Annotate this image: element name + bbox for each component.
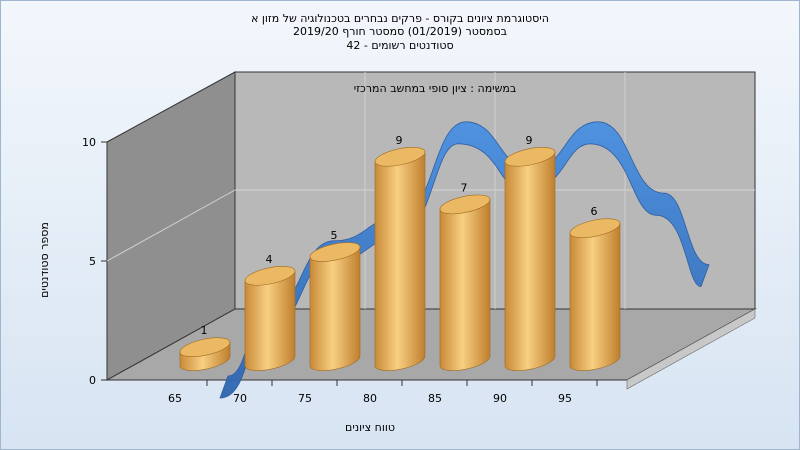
bar-body [569,222,621,371]
x-tick-labels: 65 70 75 80 85 90 95 [168,380,598,405]
data-label: 9 [526,134,533,147]
x-axis-title: טווח ציונים [345,421,395,434]
chart-title-line-3: סטודנטים רשומים - 42 [346,39,454,52]
x-tick-label: 70 [233,392,247,405]
gridlines [106,72,755,309]
data-label: 4 [266,253,273,266]
bar-body [439,199,491,371]
data-label: 5 [331,229,338,242]
x-tick-label: 80 [363,392,377,405]
bar [244,266,296,371]
data-labels: 1 4 5 9 7 9 6 [201,134,598,337]
bar-top [504,147,556,167]
floor-edge [626,308,756,390]
data-label: 6 [591,205,598,218]
bar-top [244,266,296,286]
bar [179,337,231,371]
chart-title-line-2: בסמסטר (01/2019) סמסטר חורף 2019/20 [293,25,507,38]
side-gridline [106,189,236,262]
y-tick-label: 0 [89,374,96,387]
bar [504,147,556,371]
bar-body [244,270,296,371]
bar-body [309,246,361,371]
x-tick-label: 90 [493,392,507,405]
bar-top [569,218,621,238]
data-label: 9 [396,134,403,147]
bar [374,147,426,371]
bar-top [374,147,426,167]
x-tick-label: 75 [298,392,312,405]
x-tick-label: 95 [558,392,572,405]
bar-top [179,337,231,357]
data-label: 7 [461,181,468,194]
bar-top [309,242,361,262]
y-tick-label: 10 [82,136,96,149]
bar-body [504,151,556,371]
y-tick-label: 5 [89,255,96,268]
bar-body [374,151,426,371]
y-axis-title: מספר סטודנטים [38,222,51,298]
chart-annotation: במשימה : ציון סופי במחשב המרכזי [354,82,517,95]
chart-title-line-1: היסטוגרמת ציונים בקורס - פרקים נבחרים בט… [251,12,549,25]
bar [569,218,621,371]
data-label: 1 [201,324,208,337]
bar [309,242,361,371]
x-tick-label: 85 [428,392,442,405]
y-tick-labels: 0 5 10 [82,136,107,387]
bar-top [439,194,491,215]
bar [439,194,491,371]
x-tick-label: 65 [168,392,182,405]
bars [179,147,621,371]
